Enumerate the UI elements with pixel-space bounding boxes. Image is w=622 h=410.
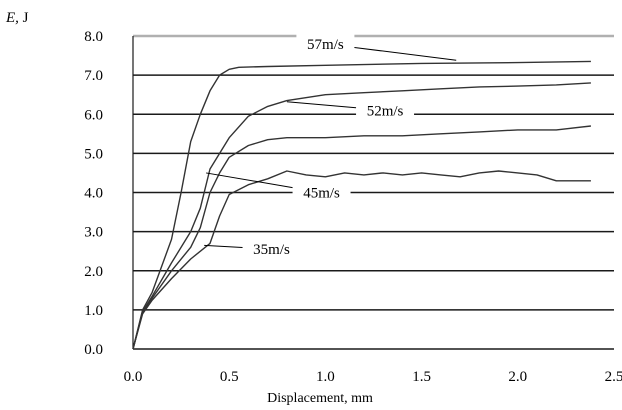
series-line-57m-per-s xyxy=(132,60,591,350)
series-label: 45m/s xyxy=(303,186,340,202)
x-tick-label: 0.0 xyxy=(124,369,143,385)
annotation-leader-line xyxy=(206,172,293,189)
grid-lines xyxy=(132,34,614,350)
annotation-leader-line xyxy=(204,244,243,249)
x-tick-label: 2.0 xyxy=(508,369,527,385)
y-tick-label: 3.0 xyxy=(84,225,103,241)
x-tick-label: 2.5 xyxy=(605,369,622,385)
y-tick-labels: 0.0 1.0 2.0 3.0 4.0 5.0 6.0 7.0 8.0 xyxy=(84,29,103,358)
y-axis-title: E, J xyxy=(5,10,29,26)
y-tick-label: 8.0 xyxy=(84,29,103,45)
y-tick-label: 1.0 xyxy=(84,303,103,319)
y-tick-label: 7.0 xyxy=(84,68,103,84)
x-axis-title: Displacement, mm xyxy=(267,391,373,406)
y-tick-label: 0.0 xyxy=(84,342,103,358)
series-line-35m-per-s xyxy=(132,170,591,350)
y-axis-unit: J xyxy=(19,10,29,26)
x-tick-labels: 0.0 0.5 1.0 1.5 2.0 2.5 xyxy=(124,369,622,385)
x-tick-label: 1.5 xyxy=(412,369,431,385)
x-tick-label: 0.5 xyxy=(220,369,239,385)
series-label: 52m/s xyxy=(367,103,404,119)
y-tick-label: 2.0 xyxy=(84,264,103,280)
series-annotations: 57m/s 52m/s 45m/s 35m/s xyxy=(204,33,457,260)
annotation-background xyxy=(242,239,301,260)
series-lines xyxy=(132,60,591,350)
y-tick-label: 5.0 xyxy=(84,146,103,162)
annotation-leader-line xyxy=(354,46,457,61)
y-tick-label: 4.0 xyxy=(84,186,103,202)
annotation-background xyxy=(292,182,351,203)
series-line-45m-per-s xyxy=(132,125,591,350)
y-tick-label: 6.0 xyxy=(84,107,103,123)
annotation-background xyxy=(356,100,415,121)
series-label: 57m/s xyxy=(307,37,344,53)
x-tick-label: 1.0 xyxy=(316,369,335,385)
annotation-background xyxy=(296,33,355,54)
series-label: 35m/s xyxy=(253,242,290,258)
annotation-leader-line xyxy=(286,101,357,109)
y-axis-variable: E, xyxy=(5,10,19,26)
series-line-52m-per-s xyxy=(132,82,591,350)
